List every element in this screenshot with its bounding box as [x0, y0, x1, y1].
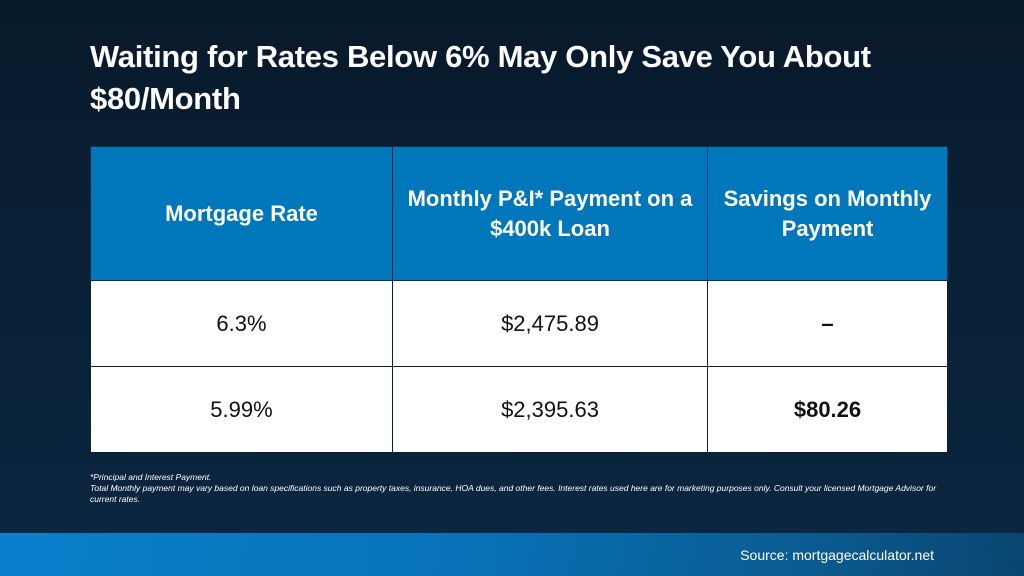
source-label: Source: mortgagecalculator.net — [740, 547, 934, 563]
cell-payment: $2,475.89 — [392, 280, 708, 367]
table-row: 5.99% $2,395.63 $80.26 — [90, 366, 948, 453]
header-mortgage-rate: Mortgage Rate — [90, 146, 393, 281]
cell-savings: – — [707, 280, 948, 367]
footer-band: Source: mortgagecalculator.net — [0, 533, 1024, 576]
header-savings: Savings on Monthly Payment — [707, 146, 948, 281]
table-header-row: Mortgage Rate Monthly P&I* Payment on a … — [90, 146, 948, 281]
page-title: Waiting for Rates Below 6% May Only Save… — [90, 39, 871, 116]
cell-payment: $2,395.63 — [392, 366, 708, 453]
footnote-disclaimer: Total Monthly payment may vary based on … — [90, 483, 937, 504]
cell-rate: 6.3% — [90, 280, 393, 367]
footnote-principal: *Principal and Interest Payment. — [90, 472, 212, 482]
cell-rate: 5.99% — [90, 366, 393, 453]
cell-savings: $80.26 — [707, 366, 948, 453]
mortgage-rate-table: Mortgage Rate Monthly P&I* Payment on a … — [90, 146, 948, 453]
footnotes: *Principal and Interest Payment. Total M… — [90, 472, 950, 505]
table-row: 6.3% $2,475.89 – — [90, 280, 948, 367]
header-monthly-payment: Monthly P&I* Payment on a $400k Loan — [392, 146, 708, 281]
